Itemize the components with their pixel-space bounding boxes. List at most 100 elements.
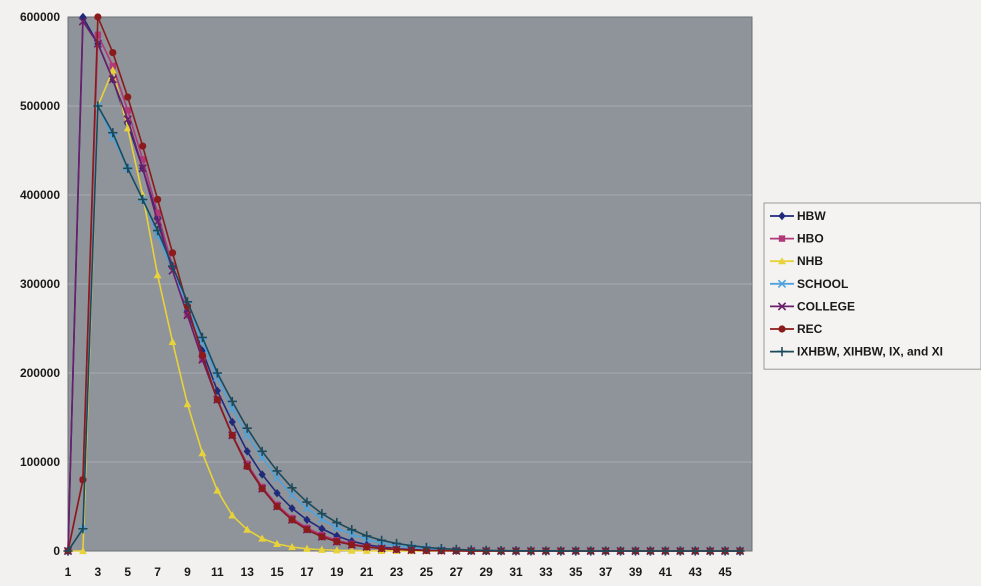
x-tick-label: 7	[154, 565, 161, 579]
y-tick-label: 400000	[20, 188, 60, 202]
legend-box	[763, 202, 981, 370]
data-point	[630, 546, 641, 556]
data-point	[123, 115, 132, 124]
x-tick-label: 1	[65, 565, 72, 579]
data-point	[273, 488, 281, 498]
series-group	[63, 12, 745, 556]
legend-label: REC	[797, 322, 823, 336]
data-point	[198, 351, 207, 359]
data-point	[303, 515, 311, 525]
data-point	[287, 483, 297, 493]
data-point	[705, 546, 715, 556]
data-point	[258, 470, 266, 479]
data-point	[391, 538, 402, 549]
data-point	[228, 431, 236, 439]
data-point	[168, 337, 177, 345]
data-point	[526, 546, 536, 556]
x-tick-label: 41	[659, 565, 673, 579]
x-tick-label: 5	[124, 565, 131, 579]
x-tick-label: 21	[360, 565, 374, 579]
data-point	[258, 534, 267, 542]
y-tick-label: 200000	[20, 366, 60, 380]
data-point	[332, 523, 341, 533]
data-point	[406, 541, 417, 551]
x-tick-label: 13	[241, 565, 255, 579]
data-point	[272, 473, 282, 483]
data-point	[78, 17, 88, 26]
data-point	[168, 249, 177, 257]
data-point	[303, 526, 311, 534]
data-point	[93, 39, 103, 48]
data-point	[347, 546, 356, 554]
data-point	[258, 485, 266, 493]
x-tick-label: 23	[390, 565, 404, 579]
data-point	[436, 543, 446, 554]
data-point	[378, 544, 386, 553]
legend-marker	[778, 257, 786, 265]
data-point	[78, 524, 88, 534]
legend-item: HBW	[770, 209, 826, 223]
legend-marker	[777, 302, 787, 311]
data-point	[332, 546, 341, 554]
data-point	[123, 163, 133, 173]
legend-item: NHB	[770, 254, 823, 268]
series-ixhbw-xihbw-ix-and-xi	[63, 101, 745, 556]
data-point	[273, 502, 281, 511]
data-point	[302, 504, 312, 513]
legend-label: COLLEGE	[797, 299, 855, 313]
legend-item: IXHBW, XIHBW, IX, and XI	[770, 345, 943, 359]
data-point	[601, 546, 611, 556]
legend-label: IXHBW, XIHBW, IX, and XI	[797, 345, 943, 359]
legend-item: SCHOOL	[770, 277, 848, 291]
data-point	[212, 368, 222, 378]
data-point	[124, 93, 132, 101]
data-point	[242, 423, 252, 433]
x-tick-label: 11	[211, 565, 224, 579]
data-point	[333, 538, 341, 546]
data-point	[138, 164, 147, 173]
data-point	[79, 546, 87, 555]
data-point	[288, 542, 296, 551]
y-tick-label: 500000	[20, 99, 60, 113]
x-tick-label: 27	[450, 565, 464, 579]
data-point	[138, 194, 148, 205]
x-tick-label: 43	[689, 565, 703, 579]
legend-label: HBO	[797, 232, 824, 246]
x-tick-label: 37	[599, 565, 613, 579]
data-point	[317, 545, 326, 553]
data-point	[227, 396, 237, 407]
data-point	[481, 545, 491, 555]
data-point	[198, 449, 207, 457]
data-point	[243, 525, 252, 533]
data-point	[451, 544, 461, 554]
legend-marker	[778, 325, 786, 333]
x-tick-label: 45	[718, 565, 732, 579]
y-tick-label: 0	[53, 544, 60, 558]
data-point	[318, 533, 326, 541]
data-point	[153, 271, 162, 279]
x-tick-label: 33	[539, 565, 553, 579]
data-point	[288, 516, 296, 524]
x-tick-label: 9	[184, 565, 191, 579]
legend-marker	[777, 279, 787, 288]
series-line	[67, 103, 741, 552]
data-point	[556, 546, 566, 556]
legend-marker	[778, 235, 786, 242]
data-point	[257, 446, 267, 456]
data-point	[645, 546, 656, 556]
data-point	[735, 546, 745, 556]
data-point	[571, 546, 581, 556]
x-tick-label: 31	[509, 565, 523, 579]
data-point	[392, 545, 401, 554]
data-point	[496, 546, 506, 556]
x-tick-label: 25	[420, 565, 434, 579]
y-tick-label: 300000	[20, 277, 60, 291]
x-tick-label: 17	[300, 565, 314, 579]
data-point	[167, 261, 178, 271]
data-point	[154, 209, 161, 216]
data-point	[243, 447, 251, 456]
data-point	[317, 509, 327, 519]
data-point	[347, 525, 357, 535]
legend-label: HBW	[797, 209, 826, 223]
